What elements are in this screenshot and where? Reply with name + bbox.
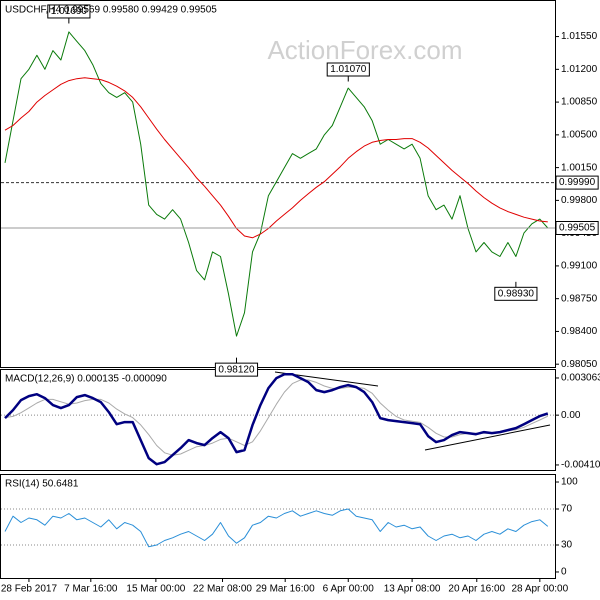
level-label-box (555, 175, 599, 190)
x-tick-label: 20 Apr 16:00 (448, 584, 505, 595)
annotation-label-box (47, 4, 91, 19)
y-tick-label: 1.01200 (561, 64, 598, 75)
x-tick-label: 28 Feb 2017 (1, 584, 58, 595)
y-tick-label: 100 (561, 477, 578, 488)
y-tick-label: 1.00150 (561, 162, 598, 173)
level-label: 0.99990 (559, 177, 596, 188)
y-tick-label: 0.98750 (561, 293, 598, 304)
last-price-label: 0.99505 (559, 223, 596, 234)
annotation-label: 0.98930 (498, 288, 535, 299)
x-tick-label: 15 Mar 00:00 (126, 584, 185, 595)
annotation: 1.01070 (326, 62, 370, 77)
annotation: 1.01690 (47, 4, 91, 19)
panel: ActionForex.com 1.01550 1.01200 1.00850 1.00… (0, 0, 598, 370)
panel: 100 70 30 0 28 Feb 2017 7 Mar 16:00 15 Mar 00:… (0, 474, 578, 595)
annotation-label: 1.01690 (51, 6, 88, 17)
annotation-label-box (494, 286, 538, 301)
panel-title: MACD(12,26,9) 0.000135 -0.000090 (5, 374, 167, 385)
x-tick-label: 6 Apr 00:00 (323, 584, 375, 595)
trend-line (424, 424, 551, 451)
series-line (4, 379, 549, 456)
annotation-label: 1.01070 (330, 64, 367, 75)
y-tick-label: 1.00850 (561, 97, 598, 108)
y-tick-label: 0.98400 (561, 326, 598, 337)
overlay: 0.99990 0.99505 1.01690 1.01070 0.98120 0.989… (5, 4, 599, 490)
y-tick-label: 70 (561, 504, 573, 515)
series-line (4, 31, 549, 337)
x-tick-label: 28 Apr 00:00 (511, 584, 568, 595)
x-tick-label: 29 Mar 16:00 (256, 584, 315, 595)
y-tick-label: 0.00 (561, 410, 581, 421)
panel-title: RSI(14) 50.6481 (5, 479, 79, 490)
y-tick-label: 0.98050 (561, 359, 598, 370)
annotation-label: 0.98120 (218, 364, 255, 375)
watermark: ActionForex.com (267, 35, 462, 65)
annotation-label-box (214, 362, 259, 377)
annotation-label-box (326, 62, 370, 77)
x-tick-label: 22 Mar 08:00 (193, 584, 252, 595)
x-tick-label: 7 Mar 16:00 (64, 584, 118, 595)
series-line (4, 77, 548, 239)
y-tick-label: 0.99100 (561, 261, 598, 272)
x-tick-label: 13 Apr 08:00 (384, 584, 441, 595)
panel-frame (0, 369, 556, 471)
y-tick-label: 0.003063 (561, 373, 600, 384)
y-tick-label: -0.004104 (561, 460, 600, 471)
annotation: 0.98120 (214, 362, 259, 377)
y-tick-label: 1.01550 (561, 31, 598, 42)
series-line (4, 508, 549, 548)
y-tick-label: 1.00500 (561, 129, 598, 140)
panel-frame (0, 474, 556, 579)
series-line (4, 372, 549, 466)
annotation: 0.98930 (494, 286, 538, 301)
panel: 0.003063 0.00 -0.004104 (0, 369, 600, 471)
y-tick-label: 0.99800 (561, 195, 598, 206)
last-price-label-box (555, 220, 599, 235)
y-tick-label: 30 (561, 540, 573, 551)
panel-title: USDCHF,H4 0.99569 0.99580 0.99429 0.9950… (5, 5, 217, 16)
y-tick-label: 0 (561, 567, 567, 578)
